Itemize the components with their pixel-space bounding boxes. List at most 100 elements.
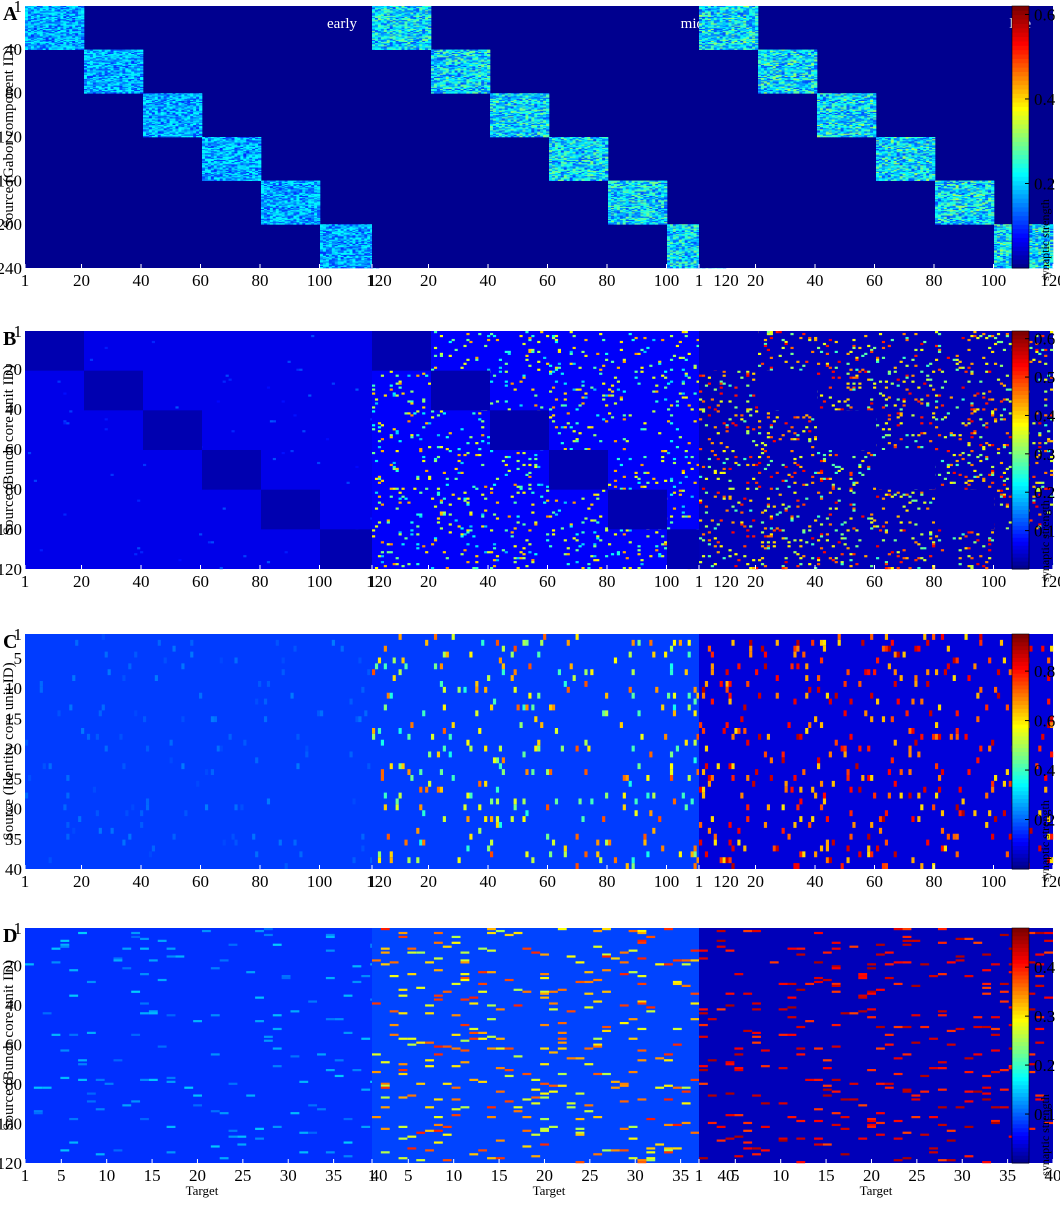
- cell: [128, 58, 132, 60]
- cell: [72, 34, 76, 36]
- cell: [98, 78, 102, 80]
- cell: [145, 122, 150, 125]
- cell: [143, 130, 147, 132]
- cell: [110, 75, 114, 78]
- cell: [137, 75, 141, 78]
- cell: [166, 108, 170, 111]
- cell: [81, 46, 85, 48]
- cell: [166, 132, 170, 135]
- cell: [39, 44, 43, 46]
- cell: [72, 36, 76, 38]
- cell: [119, 56, 123, 58]
- cell: [84, 80, 88, 82]
- cell: [184, 105, 188, 107]
- cell: [54, 36, 58, 38]
- cell: [60, 26, 64, 29]
- cell: [66, 18, 70, 20]
- cell: [184, 119, 188, 121]
- cell: [169, 124, 173, 127]
- cell: [42, 12, 46, 14]
- cell: [92, 73, 97, 76]
- cell: [166, 97, 170, 100]
- cell: [89, 56, 94, 58]
- cell: [190, 105, 194, 107]
- cell: [166, 129, 170, 131]
- cell: [172, 118, 176, 120]
- cell: [107, 69, 111, 71]
- cell: [190, 110, 194, 113]
- cell: [72, 24, 76, 26]
- cell: [187, 132, 191, 135]
- cell: [104, 57, 108, 59]
- cell: [63, 12, 67, 14]
- cell: [178, 105, 182, 107]
- cell: [137, 74, 141, 77]
- cell: [175, 97, 179, 100]
- cell: [30, 10, 35, 12]
- cell: [157, 120, 161, 123]
- cell: [98, 88, 102, 91]
- cell: [98, 87, 102, 90]
- cell: [75, 11, 79, 13]
- cell: [51, 7, 55, 9]
- cell: [89, 63, 94, 66]
- cell: [51, 36, 55, 38]
- cell: [84, 78, 88, 80]
- cell: [57, 8, 61, 10]
- cell: [151, 97, 156, 100]
- cell: [54, 25, 58, 28]
- cell: [113, 61, 117, 64]
- cell: [92, 84, 97, 86]
- cell: [328, 266, 333, 269]
- cell: [190, 100, 194, 103]
- cell: [39, 14, 43, 17]
- cell: [51, 39, 55, 42]
- cell: [131, 61, 135, 64]
- cell: [101, 64, 105, 67]
- cell: [78, 45, 82, 47]
- cell: [39, 28, 43, 31]
- cell: [60, 9, 64, 11]
- cell: [101, 50, 105, 53]
- cell: [166, 120, 170, 123]
- cell: [104, 83, 108, 85]
- cell: [104, 52, 108, 55]
- cell: [148, 123, 153, 126]
- cell: [107, 54, 111, 56]
- cell: [193, 104, 197, 106]
- cell: [148, 117, 153, 119]
- cell: [84, 57, 88, 59]
- cell: [66, 7, 70, 9]
- cell: [48, 22, 52, 24]
- cell: [81, 7, 85, 9]
- cell: [57, 44, 61, 46]
- cell: [187, 100, 191, 103]
- cell: [199, 116, 203, 118]
- cell: [175, 119, 179, 121]
- cell: [154, 107, 159, 109]
- cell: [104, 74, 108, 77]
- cell: [181, 135, 185, 138]
- cell: [175, 96, 179, 98]
- cell: [25, 18, 29, 20]
- cell: [42, 30, 46, 32]
- cell: [178, 121, 182, 124]
- cell: [190, 132, 194, 135]
- cell: [39, 32, 43, 34]
- cell: [42, 16, 46, 19]
- cell: [84, 85, 88, 88]
- cell: [148, 112, 153, 115]
- cell: [355, 266, 359, 269]
- cell: [84, 79, 88, 81]
- cell: [54, 38, 58, 41]
- cell: [343, 266, 347, 269]
- cell: [39, 40, 43, 43]
- cell: [39, 13, 43, 16]
- cell: [219, 179, 223, 181]
- cell: [213, 179, 218, 181]
- cell: [166, 93, 170, 95]
- cell: [131, 79, 135, 81]
- cell: [163, 135, 167, 138]
- cell: [33, 40, 38, 43]
- cell: [196, 133, 200, 136]
